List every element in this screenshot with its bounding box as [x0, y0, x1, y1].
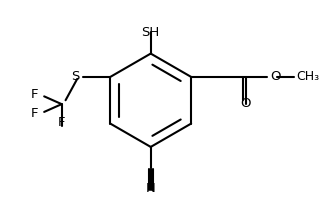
Text: SH: SH — [142, 26, 160, 39]
Text: F: F — [31, 88, 38, 101]
Text: CH₃: CH₃ — [296, 70, 319, 83]
Text: O: O — [240, 97, 251, 110]
Text: N: N — [146, 182, 156, 195]
Text: O: O — [270, 70, 280, 83]
Text: F: F — [58, 116, 65, 129]
Text: F: F — [31, 107, 38, 120]
Text: S: S — [71, 70, 79, 83]
